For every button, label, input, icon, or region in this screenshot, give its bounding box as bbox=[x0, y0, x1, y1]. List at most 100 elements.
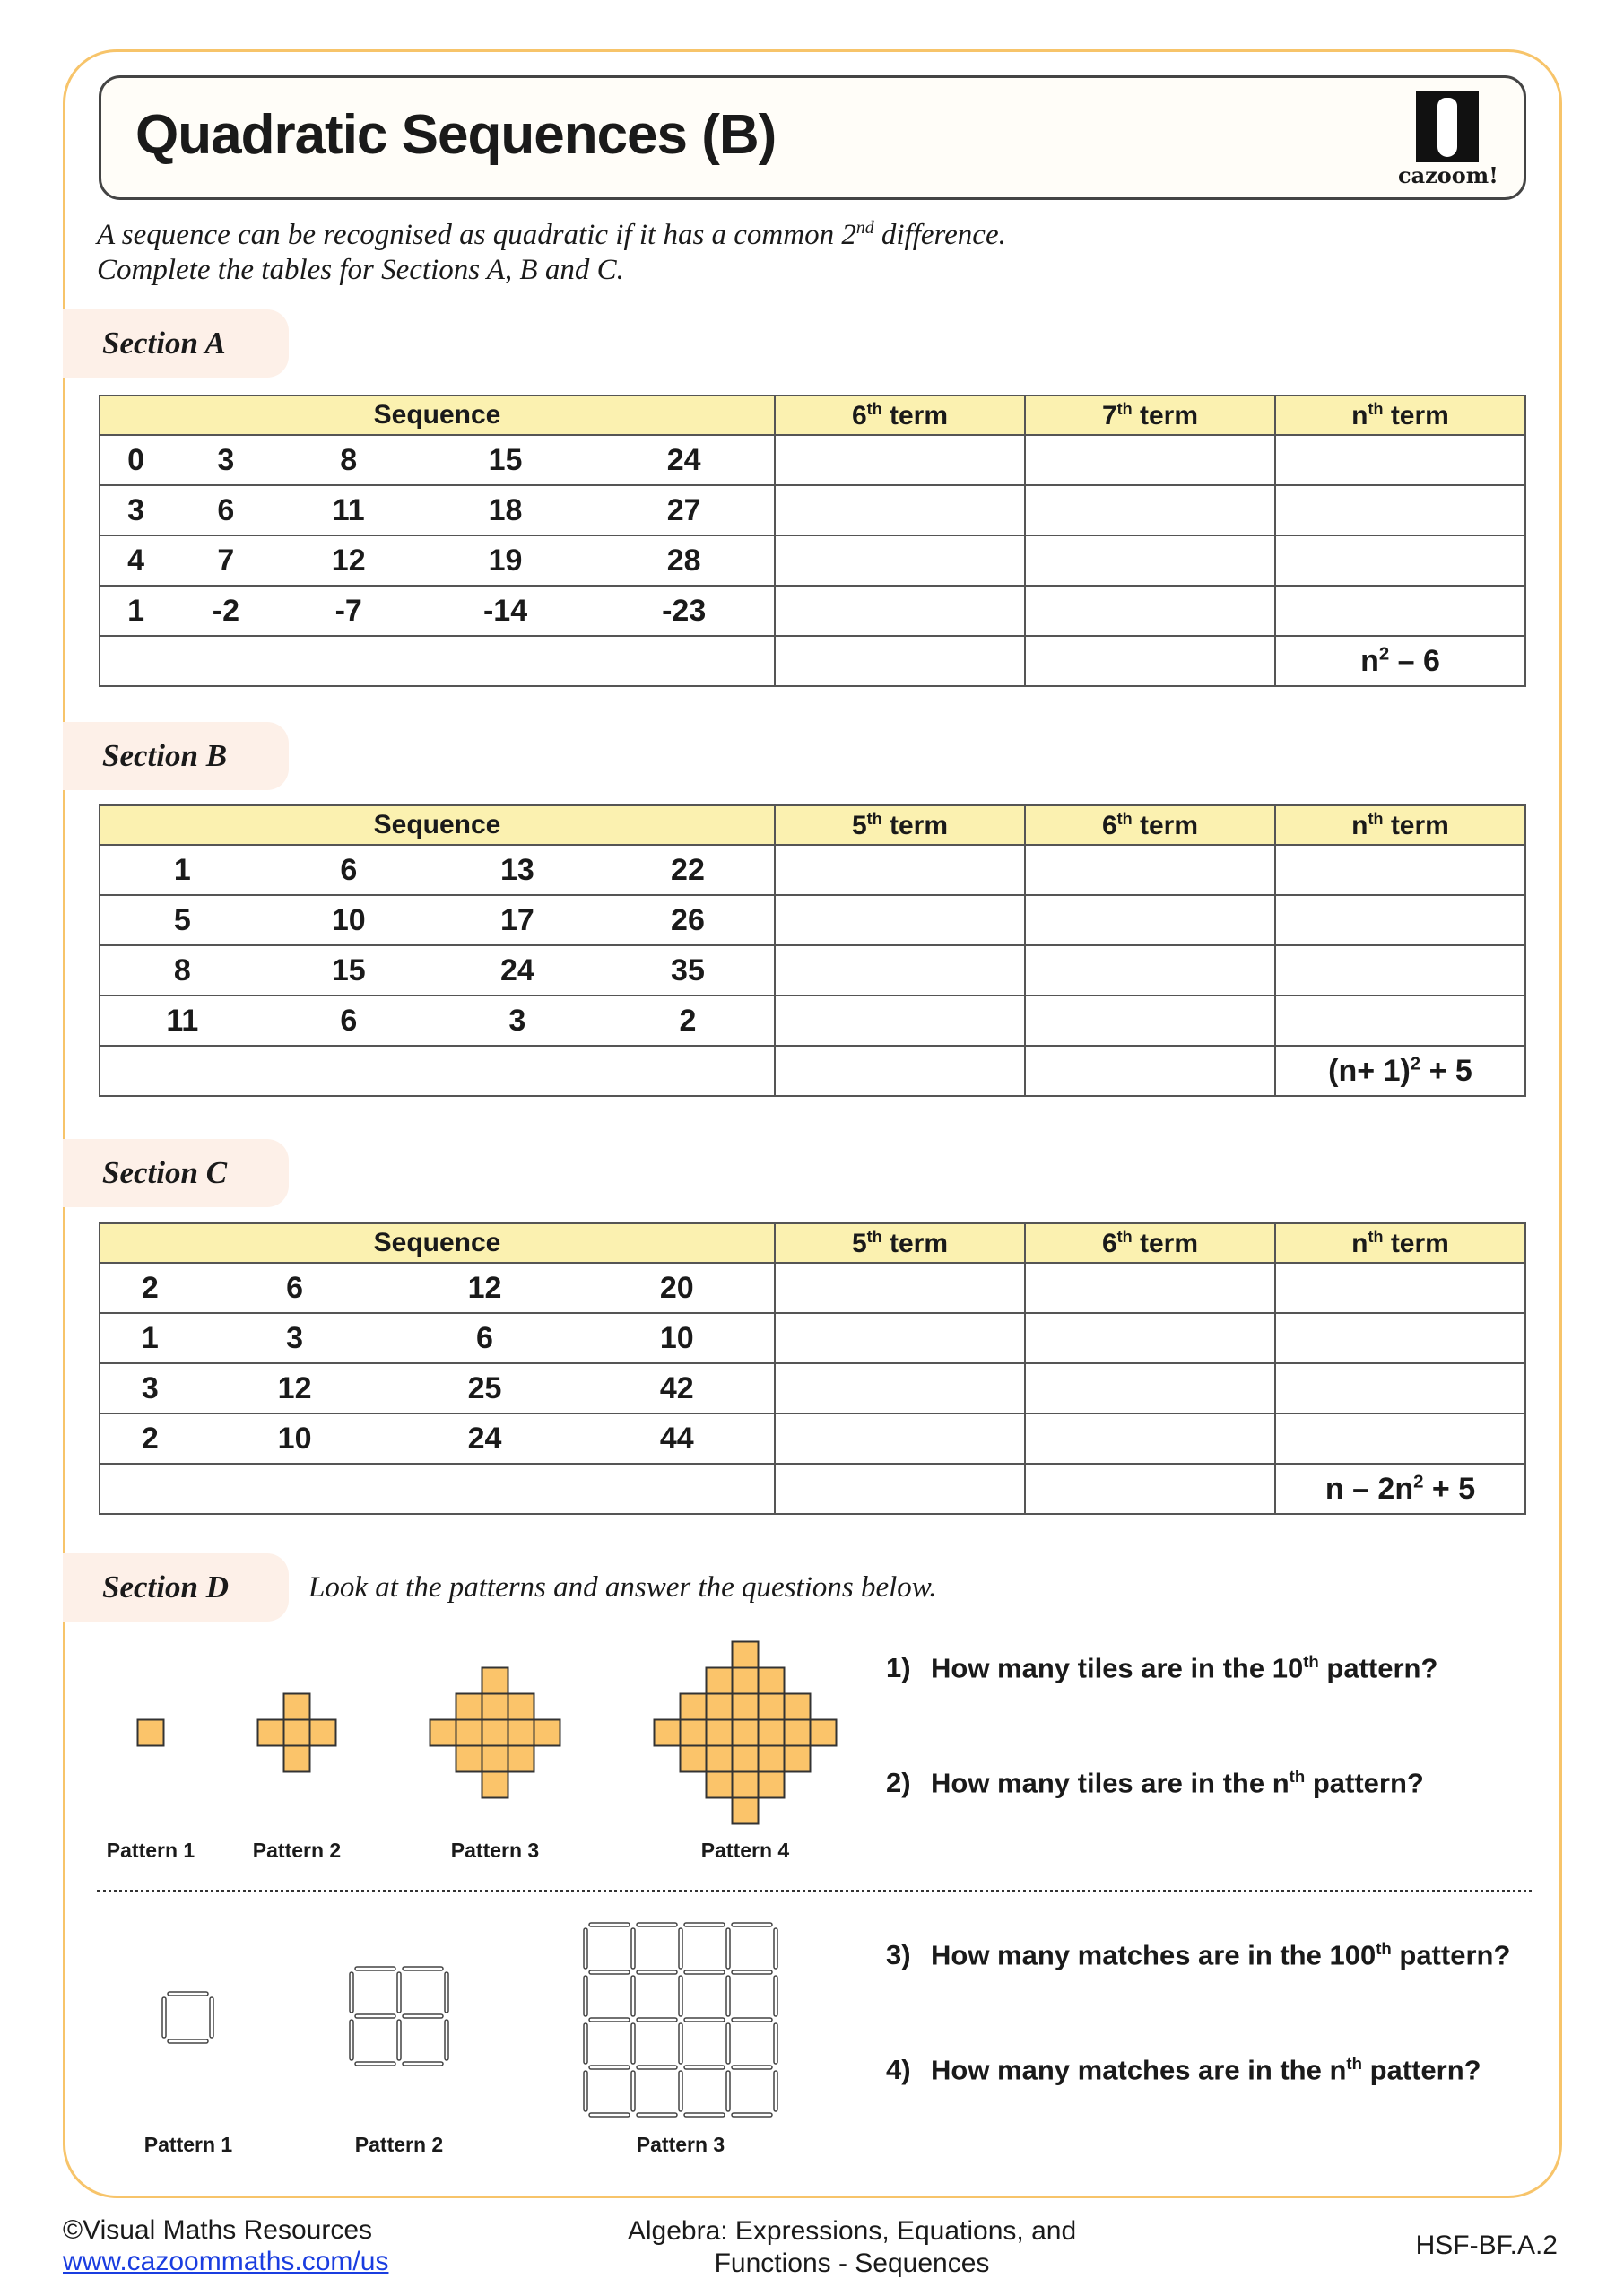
column-header: 7th term bbox=[1024, 395, 1276, 436]
match bbox=[731, 1970, 773, 1975]
answer-cell[interactable] bbox=[774, 434, 1026, 486]
answer-cell[interactable] bbox=[1024, 1362, 1276, 1414]
nth-term-cell[interactable] bbox=[1274, 1413, 1526, 1465]
tile bbox=[507, 1692, 535, 1721]
answer-cell[interactable] bbox=[1024, 894, 1276, 946]
nth-term-cell[interactable] bbox=[1274, 535, 1526, 587]
match bbox=[725, 2070, 731, 2112]
answer-cell[interactable] bbox=[774, 995, 1026, 1047]
match bbox=[683, 2112, 725, 2118]
match-pattern-label: Pattern 1 bbox=[143, 2133, 233, 2156]
match bbox=[354, 2061, 396, 2066]
section-tab: Section C bbox=[63, 1139, 289, 1207]
sequence-value: 24 bbox=[432, 944, 602, 996]
sequence-value: 1 bbox=[98, 585, 172, 637]
sequence-value: 3 bbox=[98, 484, 172, 536]
website-link[interactable]: www.cazoommaths.com/us bbox=[63, 2247, 389, 2276]
answer-cell[interactable] bbox=[1024, 944, 1276, 996]
match bbox=[636, 2017, 678, 2022]
sequence-value: 19 bbox=[416, 535, 595, 587]
answer-cell[interactable] bbox=[1024, 535, 1276, 587]
match bbox=[773, 2022, 778, 2065]
table-row: 1 3 6 10 bbox=[99, 1312, 1526, 1364]
nth-term-cell[interactable] bbox=[1274, 894, 1526, 946]
tile bbox=[481, 1770, 509, 1799]
copyright: ©Visual Maths Resources bbox=[63, 2215, 373, 2245]
sequence-value: 22 bbox=[601, 844, 777, 896]
match bbox=[731, 2065, 773, 2070]
sequence-value: 6 bbox=[171, 484, 281, 536]
answer-cell[interactable] bbox=[774, 944, 1026, 996]
tile bbox=[757, 1718, 786, 1747]
match-pattern-label: Pattern 2 bbox=[354, 2133, 444, 2156]
sequence-value: 15 bbox=[416, 434, 595, 486]
nth-term-cell[interactable] bbox=[1274, 1312, 1526, 1364]
tile bbox=[731, 1796, 760, 1825]
tile bbox=[455, 1744, 483, 1773]
tile bbox=[679, 1718, 708, 1747]
answer-cell[interactable] bbox=[1024, 635, 1276, 687]
answer-cell[interactable] bbox=[774, 844, 1026, 896]
answer-cell[interactable] bbox=[1024, 484, 1276, 536]
sequence-value: 6 bbox=[199, 1262, 390, 1314]
nth-term-cell[interactable] bbox=[1274, 1362, 1526, 1414]
sequence-table: Sequence 6th term 7th term nth term 0 3 8 15 24 3… bbox=[98, 395, 1526, 687]
nth-term-cell[interactable] bbox=[1274, 995, 1526, 1047]
table-row: n – 2n2 + 5 bbox=[99, 1463, 1526, 1515]
answer-cell[interactable] bbox=[774, 1463, 1026, 1515]
tile bbox=[783, 1692, 812, 1721]
tile bbox=[783, 1744, 812, 1773]
answer-cell[interactable] bbox=[1024, 1312, 1276, 1364]
answer-cell[interactable] bbox=[1024, 844, 1276, 896]
sequence-value: 10 bbox=[199, 1413, 390, 1465]
sequence-answer-cell[interactable] bbox=[99, 635, 776, 687]
match bbox=[731, 2112, 773, 2118]
answer-cell[interactable] bbox=[774, 1262, 1026, 1314]
sequence-value: -14 bbox=[416, 585, 595, 637]
answer-cell[interactable] bbox=[774, 585, 1026, 637]
answer-cell[interactable] bbox=[1024, 1463, 1276, 1515]
nth-term-cell[interactable] bbox=[1274, 944, 1526, 996]
match-pattern-label: Pattern 3 bbox=[636, 2133, 725, 2156]
sequence-value: 35 bbox=[601, 944, 777, 996]
answer-cell[interactable] bbox=[1024, 434, 1276, 486]
nth-term-cell[interactable] bbox=[1274, 1262, 1526, 1314]
tile bbox=[731, 1744, 760, 1773]
answer-cell[interactable] bbox=[774, 535, 1026, 587]
section-tab: Section B bbox=[63, 722, 289, 790]
match bbox=[630, 2022, 636, 2065]
tile bbox=[757, 1770, 786, 1799]
answer-cell[interactable] bbox=[1024, 585, 1276, 637]
answer-cell[interactable] bbox=[774, 484, 1026, 536]
topic-line-1: Algebra: Expressions, Equations, and bbox=[627, 2216, 1077, 2246]
cazoom-logo: cazoom! bbox=[1398, 91, 1498, 188]
answer-cell[interactable] bbox=[774, 1413, 1026, 1465]
answer-cell[interactable] bbox=[774, 1312, 1026, 1364]
column-header: 6th term bbox=[774, 395, 1026, 436]
answer-cell[interactable] bbox=[1024, 995, 1276, 1047]
answer-cell[interactable] bbox=[774, 1045, 1026, 1097]
answer-cell[interactable] bbox=[774, 635, 1026, 687]
match bbox=[725, 1975, 731, 2017]
sequence-answer-cell[interactable] bbox=[99, 1045, 776, 1097]
nth-term-cell[interactable] bbox=[1274, 484, 1526, 536]
sequence-table: Sequence 5th term 6th term nth term 1 6 13 22 5 1… bbox=[99, 804, 1526, 1097]
answer-cell[interactable] bbox=[1024, 1413, 1276, 1465]
given-nth-term: n – 2n2 + 5 bbox=[1274, 1463, 1526, 1515]
standard-code: HSF-BF.A.2 bbox=[1415, 2231, 1558, 2260]
answer-cell[interactable] bbox=[774, 894, 1026, 946]
answer-cell[interactable] bbox=[774, 1362, 1026, 1414]
table-row: 2 6 12 20 bbox=[99, 1262, 1526, 1314]
sequence-answer-cell[interactable] bbox=[99, 1463, 776, 1515]
answer-cell[interactable] bbox=[1024, 1045, 1276, 1097]
tile bbox=[481, 1718, 509, 1747]
tile bbox=[757, 1692, 786, 1721]
match bbox=[636, 1922, 678, 1927]
sequence-value: 17 bbox=[432, 894, 602, 946]
nth-term-cell[interactable] bbox=[1274, 585, 1526, 637]
tile bbox=[731, 1770, 760, 1799]
nth-term-cell[interactable] bbox=[1274, 434, 1526, 486]
nth-term-cell[interactable] bbox=[1274, 844, 1526, 896]
sequence-value: 2 bbox=[601, 995, 777, 1047]
answer-cell[interactable] bbox=[1024, 1262, 1276, 1314]
